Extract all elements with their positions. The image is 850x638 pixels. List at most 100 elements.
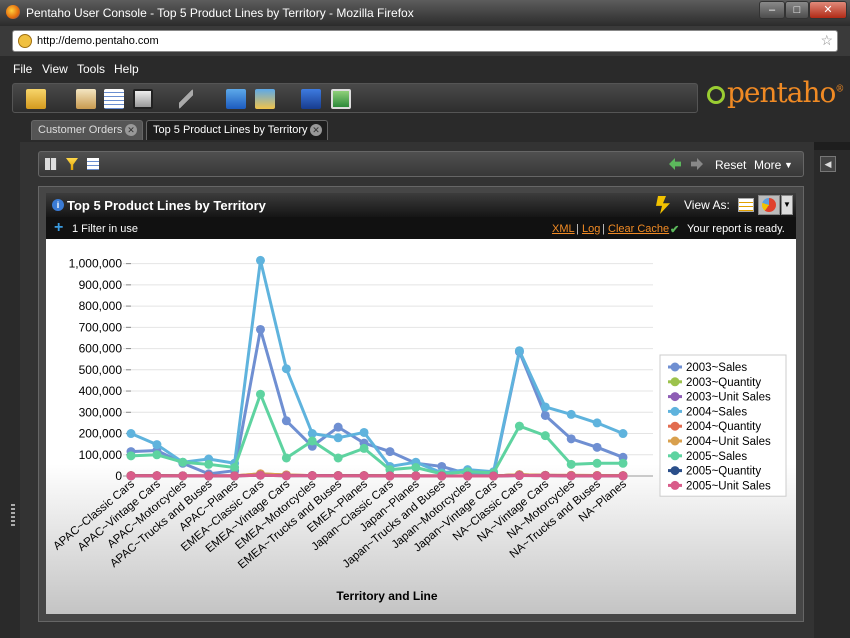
data-point (566, 434, 576, 444)
splitter-handle[interactable] (11, 504, 15, 528)
data-point (333, 471, 343, 481)
pentaho-swirl-icon (707, 86, 725, 104)
chart-view-button[interactable] (758, 195, 780, 215)
legend-swatch (670, 377, 680, 387)
chart-area: 0 100,000 200,000 300,000 400,000 500,000 600,… (46, 239, 796, 614)
data-point (592, 442, 602, 452)
y-tick-label: 200,000 (79, 427, 123, 441)
series-line (130, 327, 624, 476)
y-tick-label: 900,000 (79, 278, 123, 292)
menu-file[interactable]: File (13, 62, 33, 76)
new-report-icon[interactable] (76, 89, 96, 109)
toolbar-area (0, 80, 850, 116)
legend-label: 2003~Sales (686, 362, 747, 374)
table-view-icon[interactable] (738, 198, 754, 212)
bookmark-star-icon[interactable]: ☆ (820, 32, 833, 48)
data-point (359, 471, 369, 481)
tab-label: Customer Orders (38, 124, 123, 136)
data-point (566, 471, 576, 481)
data-point (592, 471, 602, 481)
tab-customer-orders[interactable]: Customer Orders ✕ (31, 120, 143, 140)
legend-label: 2004~Quantity (686, 421, 761, 433)
legend-swatch (670, 406, 680, 416)
data-point (592, 418, 602, 428)
data-point (281, 416, 291, 426)
layout-icon[interactable] (45, 158, 57, 170)
reset-button[interactable]: Reset (715, 158, 747, 172)
menu-view[interactable]: View (42, 62, 68, 76)
clear-cache-link[interactable]: Clear Cache (608, 223, 670, 235)
workspace-icon[interactable] (301, 89, 321, 109)
data-point (618, 471, 628, 481)
data-point (152, 440, 162, 450)
data-point (255, 389, 265, 399)
data-point (333, 433, 343, 443)
legend-swatch (670, 421, 680, 431)
y-tick-label: 600,000 (79, 342, 123, 356)
legend-label: 2003~Quantity (686, 377, 761, 389)
edit-pencil-icon[interactable] (179, 89, 193, 109)
filter-icon[interactable] (66, 158, 78, 170)
more-menu-button[interactable]: More (754, 158, 782, 172)
menu-tools[interactable]: Tools (77, 62, 106, 76)
data-point (618, 429, 628, 439)
scheduler-icon[interactable] (331, 89, 351, 109)
chevron-down-icon[interactable]: ▼ (784, 160, 793, 170)
collapse-panel-button[interactable]: ◀ (820, 156, 836, 172)
tab-label: Top 5 Product Lines by Territory (153, 124, 308, 136)
maximize-button[interactable]: □ (785, 1, 809, 19)
data-point (540, 402, 550, 412)
y-tick-label: 100,000 (79, 448, 123, 462)
close-window-button[interactable]: ✕ (809, 1, 847, 19)
data-point (540, 471, 550, 481)
legend-label: 2005~Unit Sales (686, 480, 771, 492)
data-point (255, 324, 265, 334)
window-titlebar: Pentaho User Console - Top 5 Product Lin… (0, 0, 850, 26)
tab-top-5-product-lines[interactable]: Top 5 Product Lines by Territory ✕ (146, 120, 328, 140)
y-tick-label: 0 (115, 469, 122, 483)
close-tab-icon[interactable]: ✕ (310, 124, 322, 136)
refresh-lightning-icon[interactable] (656, 196, 670, 214)
expand-filter-icon[interactable]: + (54, 219, 64, 236)
xml-link[interactable]: XML (552, 223, 575, 235)
data-point (437, 461, 447, 471)
data-point (463, 471, 473, 481)
data-point (307, 471, 317, 481)
open-folder-icon[interactable] (26, 89, 46, 109)
info-icon[interactable]: i (52, 199, 64, 211)
legend-label: 2005~Sales (686, 451, 747, 463)
new-analysis-icon[interactable] (104, 89, 124, 109)
legend-swatch (670, 436, 680, 446)
data-point (152, 471, 162, 481)
menu-bar: File View Tools Help (0, 56, 850, 80)
close-tab-icon[interactable]: ✕ (125, 124, 137, 136)
save-icon[interactable] (226, 89, 246, 109)
undo-icon[interactable] (669, 158, 681, 170)
legend-label: 2005~Quantity (686, 466, 761, 478)
chevron-down-icon[interactable]: ▼ (781, 195, 793, 215)
pie-chart-icon (762, 198, 776, 212)
data-point (514, 471, 524, 481)
url-bar[interactable]: http://demo.pentaho.com ☆ (12, 30, 838, 52)
data-point (592, 458, 602, 468)
data-point (230, 463, 240, 473)
data-point (540, 431, 550, 441)
redo-icon[interactable] (691, 158, 703, 170)
new-dashboard-icon[interactable] (133, 89, 153, 109)
log-link[interactable]: Log (582, 223, 601, 235)
firefox-icon (6, 5, 20, 19)
legend-swatch (670, 466, 680, 476)
url-text[interactable]: http://demo.pentaho.com (37, 35, 159, 47)
data-point (411, 463, 421, 473)
y-tick-label: 400,000 (79, 384, 123, 398)
data-point (204, 471, 214, 481)
table-icon[interactable] (87, 158, 99, 170)
data-point (385, 465, 395, 475)
save-as-icon[interactable] (255, 89, 275, 109)
data-point (437, 471, 447, 481)
menu-help[interactable]: Help (114, 62, 139, 76)
minimize-button[interactable]: – (759, 1, 785, 19)
site-identity-icon[interactable] (18, 34, 32, 48)
legend-label: 2003~Unit Sales (686, 392, 771, 404)
x-axis-title: Territory and Line (336, 589, 437, 603)
